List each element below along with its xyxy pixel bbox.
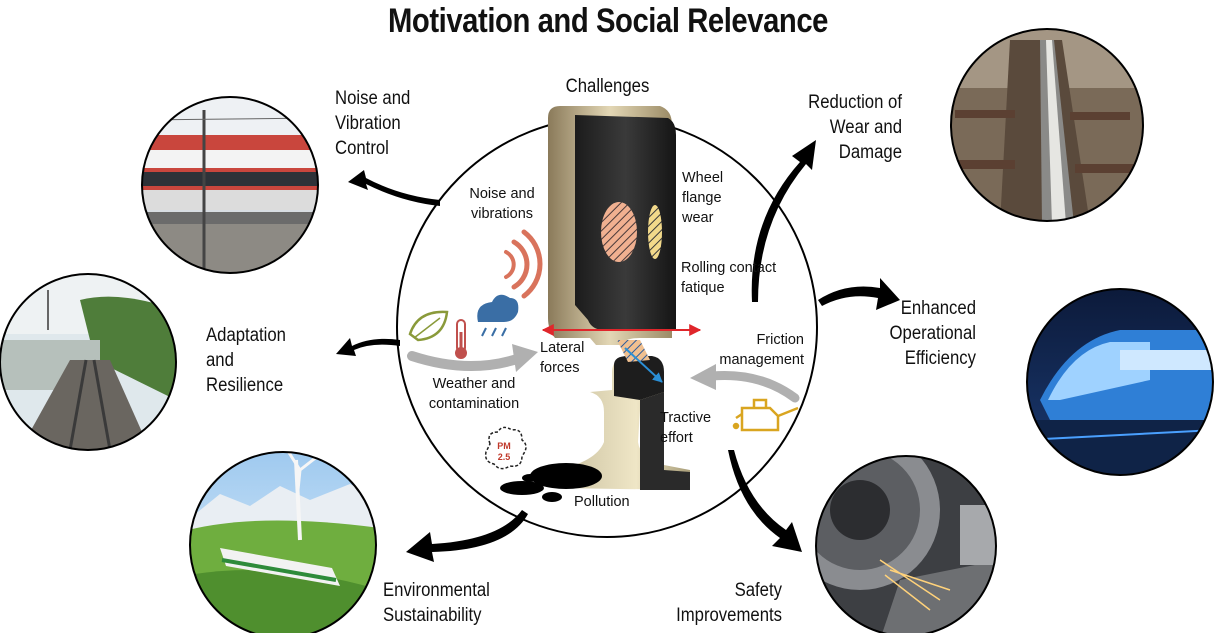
- challenges-heading: Challenges: [565, 76, 650, 97]
- diagram-title: Motivation and Social Relevance: [387, 2, 829, 40]
- challenge-rolling-contact-fatigue: Rolling contact fatique: [681, 260, 777, 296]
- photo-noise-train: [142, 97, 318, 273]
- leaf-icon: [408, 310, 449, 342]
- outcome-arrows: [336, 140, 900, 562]
- sound-waves-icon: [504, 229, 543, 299]
- photo-wheel-sparks: [816, 456, 996, 633]
- weather-gray-arrow: [407, 351, 525, 372]
- photo-green-train: [190, 452, 376, 633]
- challenge-friction-management: Friction management: [719, 332, 804, 368]
- arrow-safety: [728, 450, 802, 552]
- arrow-efficiency: [818, 278, 900, 310]
- slip-arrow: [624, 347, 663, 383]
- label-adaptation-resilience: Adaptation and Resilience: [206, 325, 286, 396]
- challenge-weather-contamination: Weather and contamination: [428, 376, 520, 412]
- arrow-environmental: [406, 510, 528, 562]
- oil-can-icon: [732, 398, 799, 432]
- label-environmental-sustainability: Environmental Sustainability: [383, 580, 490, 626]
- arrow-noise: [348, 170, 440, 206]
- flange-wear-patch: [601, 202, 637, 262]
- challenge-wheel-flange-wear: Wheel flange wear: [682, 170, 724, 226]
- label-operational-efficiency: Enhanced Operational Efficiency: [889, 298, 976, 369]
- photo-worn-rail: [951, 29, 1143, 221]
- pollution-icon: [500, 463, 602, 502]
- label-safety-improvements: Safety Improvements: [676, 580, 782, 626]
- pm-text: PM: [497, 441, 511, 451]
- thermometer-icon: [455, 319, 467, 359]
- label-reduction-wear-damage: Reduction of Wear and Damage: [808, 92, 902, 163]
- challenge-pollution: Pollution: [574, 494, 630, 510]
- photo-flooded-track: [0, 274, 176, 450]
- rcf-patch: [648, 205, 662, 259]
- rain-cloud-icon: [477, 294, 519, 337]
- label-noise-vibration-control: Noise and Vibration Control: [335, 88, 411, 159]
- challenge-noise-vibrations: Noise and vibrations: [469, 186, 535, 222]
- friction-gray-arrow: [707, 371, 800, 403]
- arrow-adaptation: [336, 338, 400, 356]
- pm-value: 2.5: [498, 452, 511, 462]
- wheel-rail-illustration: [548, 106, 690, 490]
- slip-patch: [617, 340, 650, 362]
- challenge-tractive-effort: Tractive effort: [660, 410, 712, 446]
- pm25-icon: PM 2.5: [484, 426, 527, 470]
- arrow-wear: [751, 140, 816, 302]
- challenge-lateral-forces: Lateral forces: [540, 340, 585, 376]
